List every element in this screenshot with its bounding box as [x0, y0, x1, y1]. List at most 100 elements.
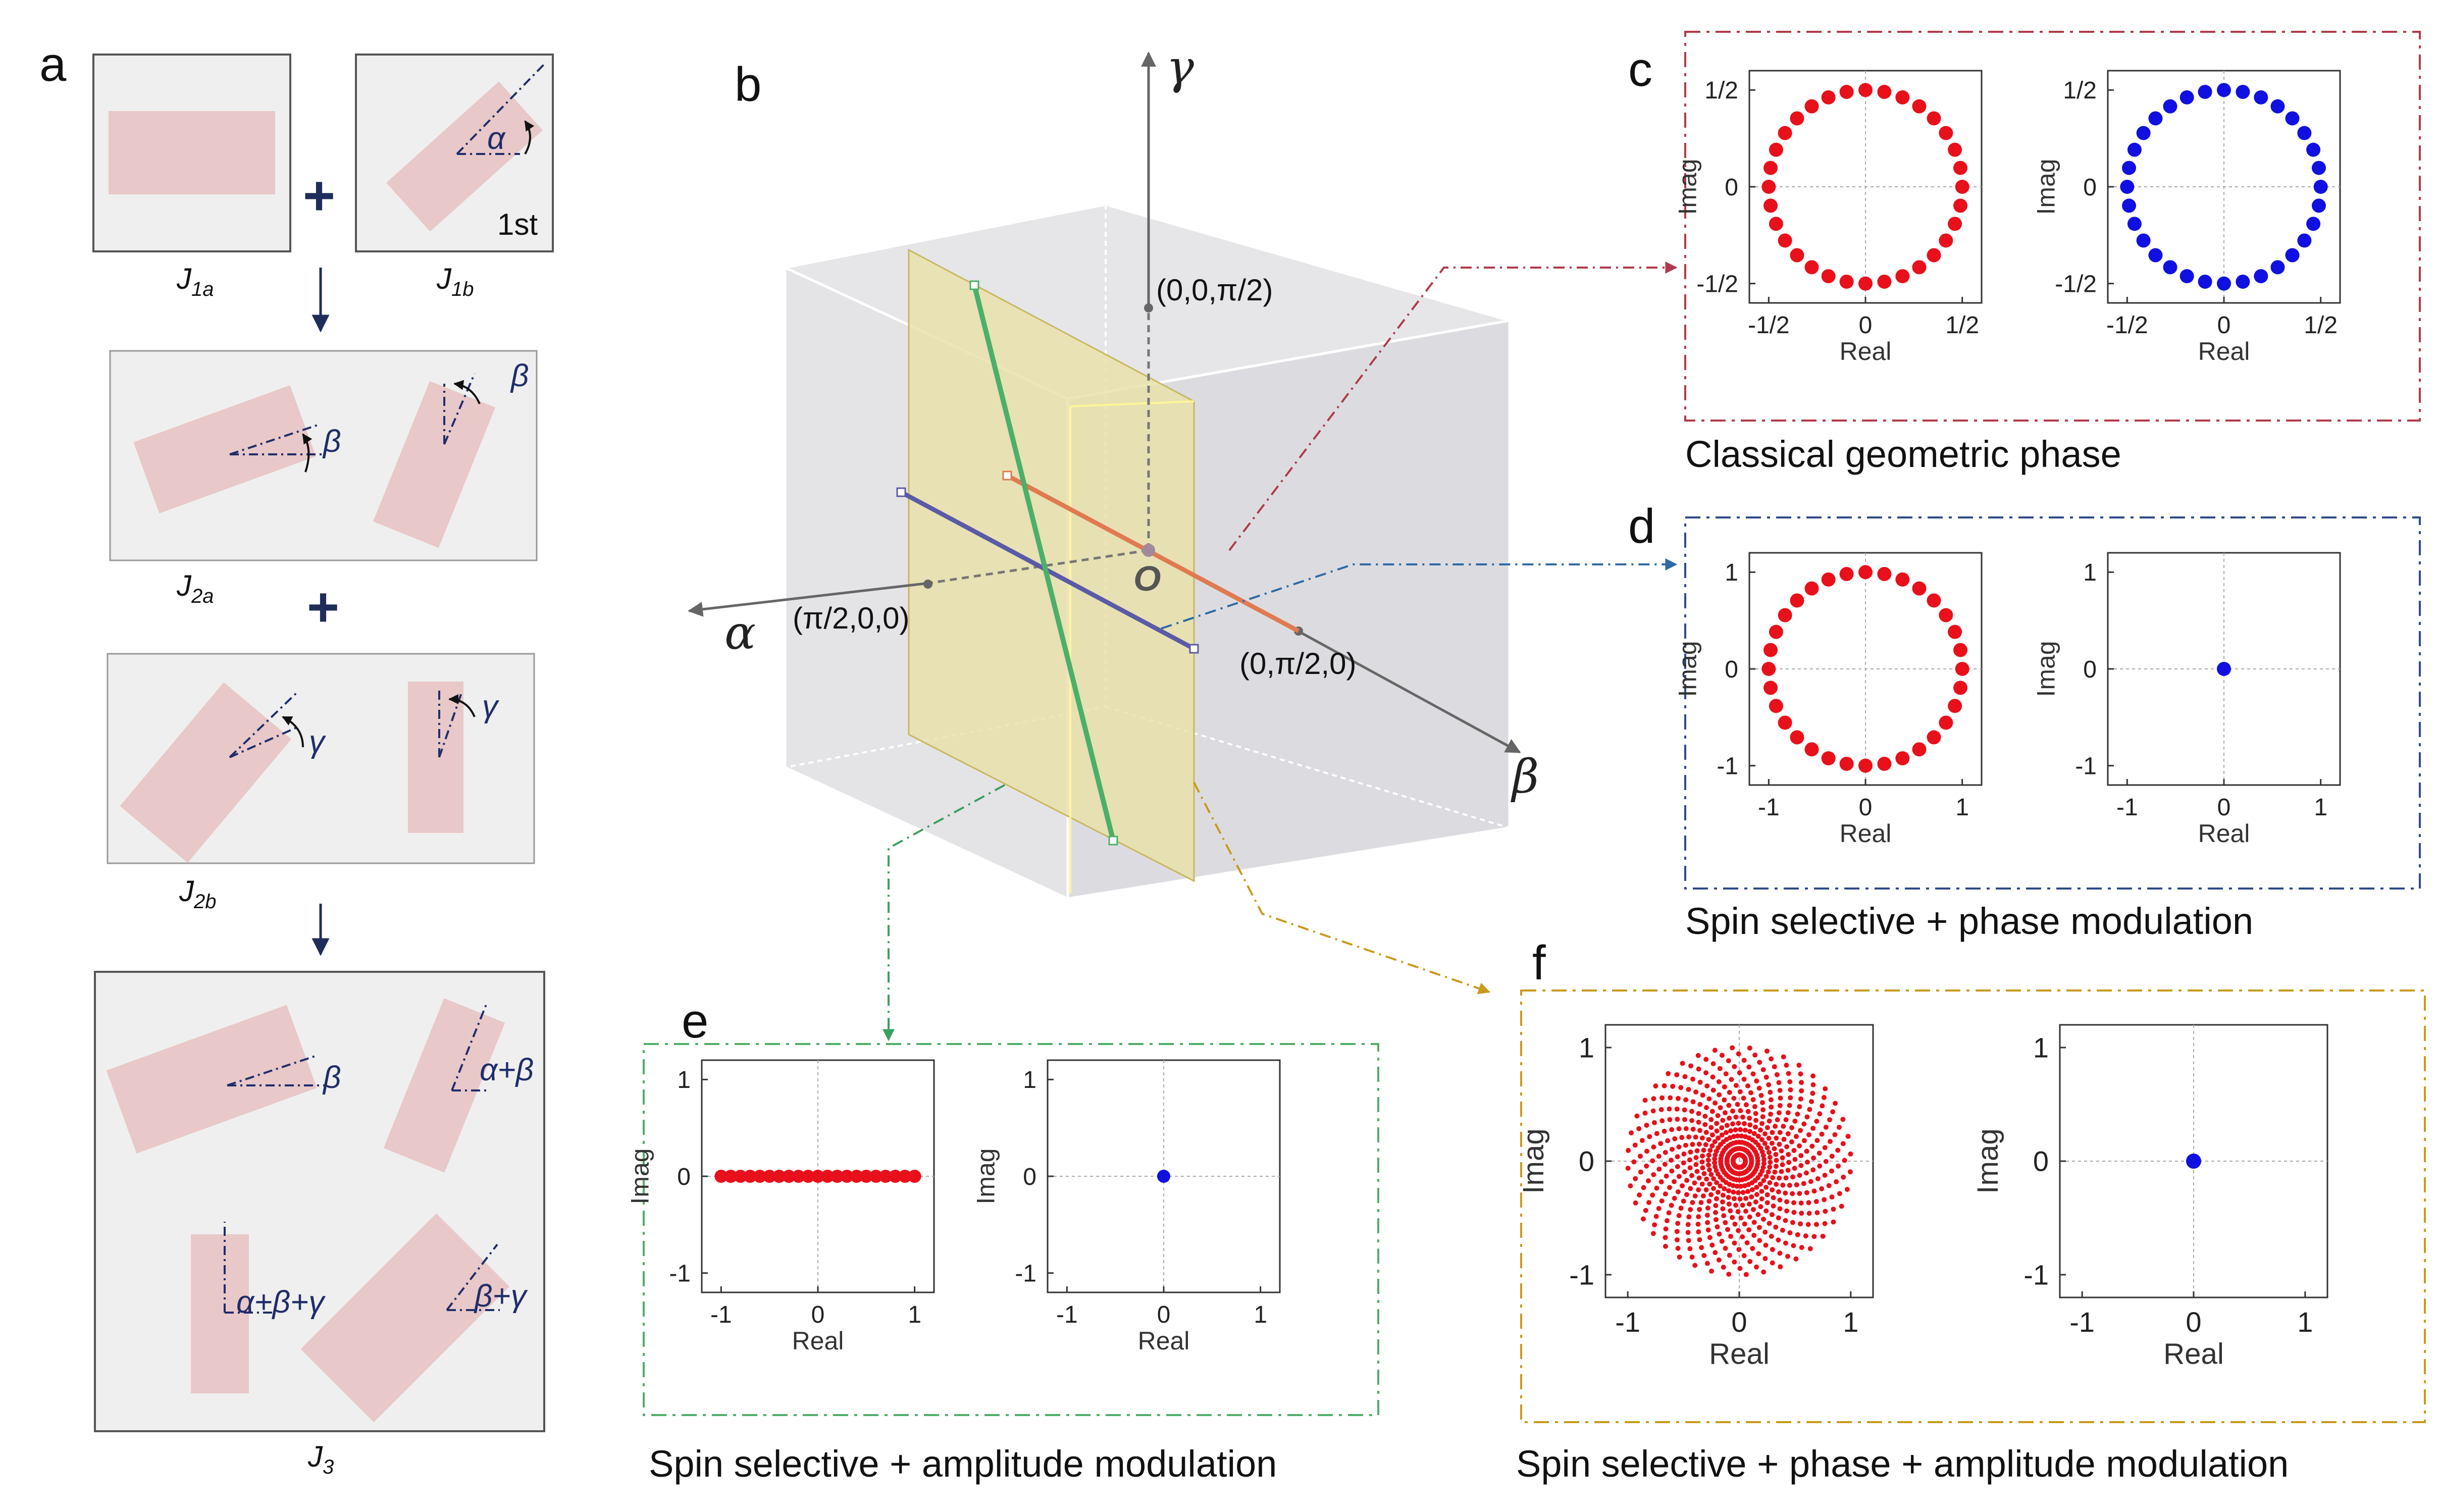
data-point [1666, 1071, 1671, 1076]
x-tick-label: 1 [2314, 794, 2327, 821]
data-point [1786, 1152, 1791, 1157]
data-point [1741, 1253, 1747, 1259]
data-point [1694, 1169, 1700, 1174]
data-point [1738, 1215, 1744, 1221]
box-j2b [107, 653, 535, 864]
data-point [1628, 1183, 1633, 1189]
data-point [1762, 1229, 1768, 1235]
data-point [1831, 1207, 1836, 1212]
data-point [1718, 1183, 1723, 1189]
data-point [1858, 276, 1873, 291]
data-point [1726, 1058, 1731, 1064]
data-point [1734, 1183, 1740, 1189]
data-point [1761, 1269, 1767, 1275]
data-point [1757, 1238, 1762, 1243]
data-point [1840, 1141, 1846, 1146]
data-point [1776, 1080, 1782, 1085]
data-point [1783, 1190, 1788, 1196]
data-point [1697, 1128, 1703, 1133]
data-point [1728, 1208, 1733, 1214]
data-point [1747, 1214, 1752, 1220]
panel-label-b: b [735, 58, 761, 112]
data-point [1675, 1221, 1681, 1226]
data-point [1689, 1254, 1695, 1260]
alpha-axis [688, 582, 929, 617]
data-point [1632, 1142, 1638, 1148]
data-point [1791, 1200, 1797, 1206]
data-point [1686, 1087, 1691, 1092]
data-point [1758, 1127, 1763, 1133]
label-alpha-beta-gamma: α+β+γ [236, 1285, 326, 1320]
data-point [1955, 180, 1969, 194]
data-point [1774, 1158, 1779, 1163]
data-point [1791, 1243, 1796, 1248]
data-point [1679, 1135, 1685, 1140]
data-point [1696, 1187, 1701, 1192]
label-j1a: J1a [176, 263, 214, 300]
data-point [1690, 1076, 1696, 1082]
data-point [2163, 260, 2177, 275]
data-point [1799, 1080, 1804, 1085]
data-point [2311, 198, 2326, 213]
data-point [1709, 1242, 1715, 1248]
y-tick-label: 0 [1725, 656, 1738, 683]
data-point [1803, 1170, 1809, 1176]
data-point [1631, 1159, 1637, 1165]
x-tick-label: -1 [1056, 1301, 1078, 1328]
data-point [1641, 1185, 1646, 1190]
data-point [1750, 1245, 1755, 1251]
data-point [1948, 699, 1962, 713]
data-point [1754, 1184, 1759, 1190]
data-point [1823, 1209, 1828, 1214]
data-point [1720, 1199, 1725, 1205]
data-point [811, 1170, 824, 1183]
y-tick-label: 0 [2083, 656, 2097, 683]
data-point [1760, 1217, 1766, 1222]
data-point [1792, 1166, 1797, 1171]
data-point [1687, 1246, 1693, 1252]
data-point [1820, 1103, 1825, 1109]
data-point [1740, 1203, 1745, 1208]
data-point [1775, 1117, 1780, 1122]
data-point [1735, 1209, 1741, 1214]
data-point [1732, 1240, 1737, 1246]
data-point [1684, 1178, 1690, 1183]
x-tick-label: 1 [1254, 1301, 1267, 1328]
data-point [1819, 1186, 1825, 1191]
data-point [1777, 1141, 1782, 1147]
data-point [1939, 126, 1953, 140]
data-point [1653, 1214, 1659, 1219]
data-point [1948, 624, 1962, 639]
data-point [1658, 1179, 1664, 1184]
panel-label-f: f [1532, 936, 1546, 990]
data-point [1743, 1272, 1749, 1277]
x-axis-label: Real [2163, 1338, 2224, 1371]
data-point [1736, 1228, 1741, 1233]
data-point [1814, 1138, 1820, 1143]
data-point [2179, 269, 2194, 284]
data-point [1692, 1263, 1698, 1268]
data-point [1666, 1210, 1672, 1216]
data-point [1761, 180, 1776, 194]
data-point [1700, 1092, 1705, 1098]
data-point [2217, 662, 2231, 676]
caption-e: Spin selective + amplitude modulation [649, 1443, 1277, 1485]
data-point [1927, 248, 1941, 263]
data-point [1804, 1190, 1809, 1195]
data-point [1667, 1117, 1673, 1122]
data-point [1763, 1242, 1769, 1248]
data-point [1754, 1078, 1759, 1084]
data-point [1763, 1174, 1769, 1179]
data-point [1708, 1117, 1714, 1122]
data-point [1737, 1266, 1743, 1271]
data-point [1810, 1167, 1816, 1173]
data-point [1724, 1130, 1729, 1135]
data-point [1833, 1101, 1838, 1106]
x-tick-label: 0 [1859, 312, 1873, 339]
data-point [1693, 1155, 1699, 1160]
data-point [1654, 1185, 1659, 1191]
data-point [1784, 1208, 1790, 1214]
data-point [2297, 233, 2312, 248]
data-point [743, 1170, 757, 1183]
x-tick-label: 1 [1955, 794, 1969, 821]
